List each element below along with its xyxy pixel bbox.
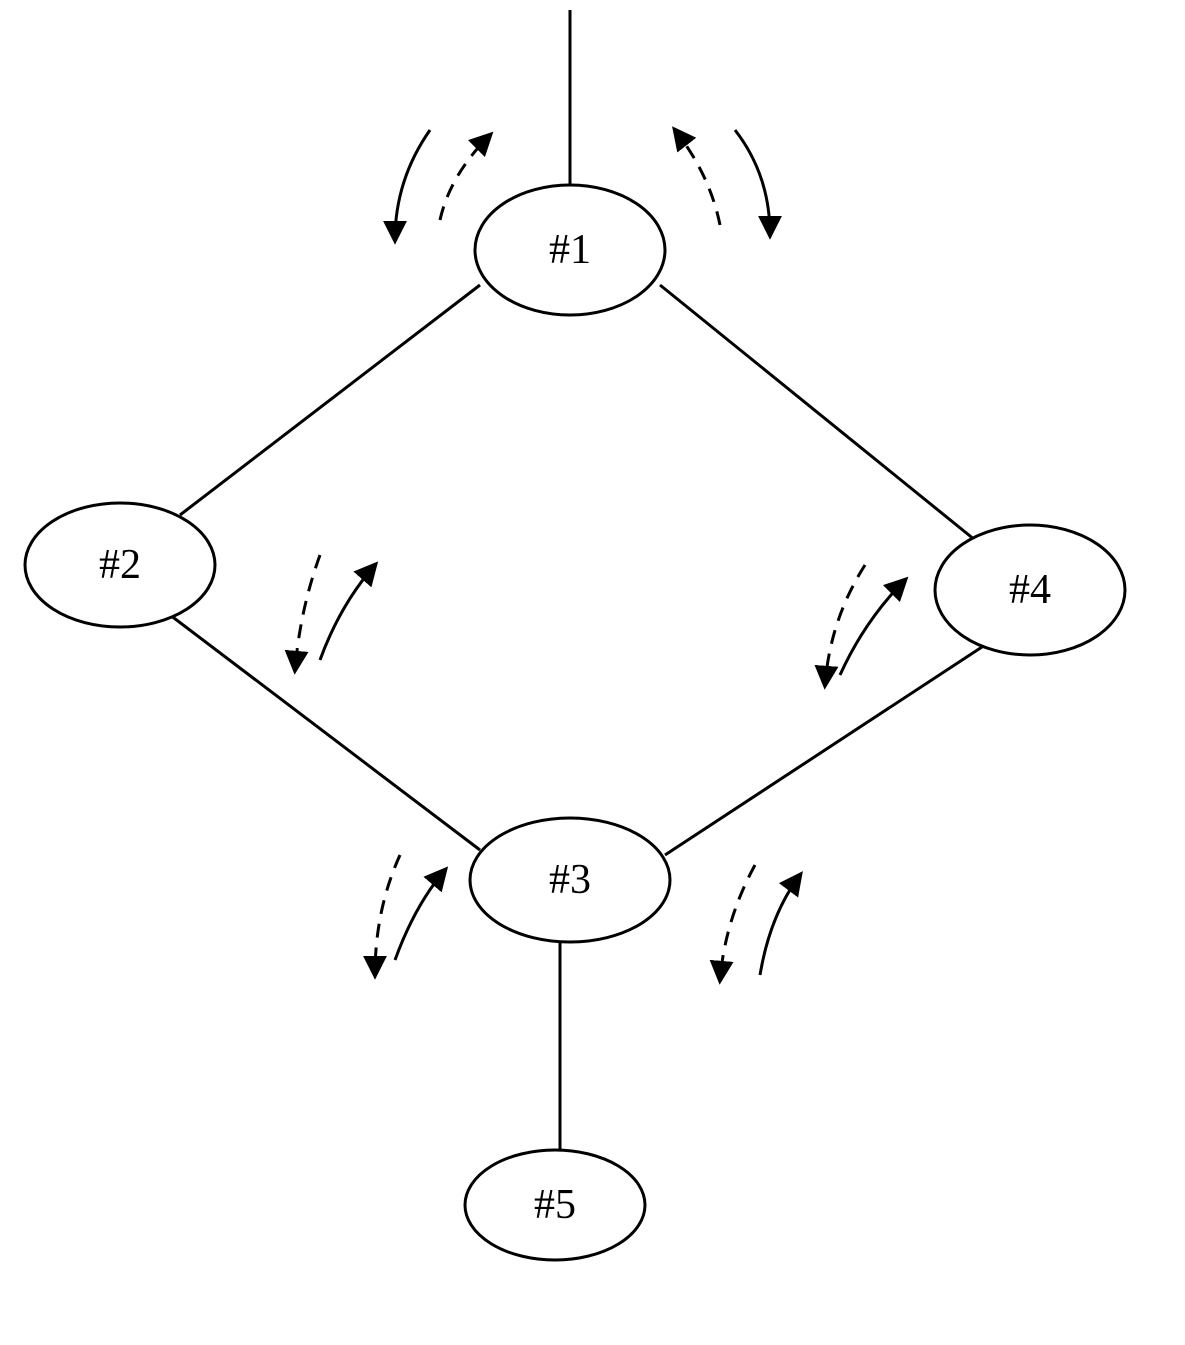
flow-arrow-dashed [295, 555, 320, 670]
node-label-n4: #4 [1009, 566, 1051, 614]
nodes-group [25, 185, 1125, 1260]
flow-arrow-solid [395, 870, 445, 960]
edge [665, 645, 985, 855]
diagram-svg [0, 0, 1185, 1345]
node-label-n1: #1 [549, 226, 591, 274]
flow-arrow-dashed [440, 135, 490, 220]
edge [660, 285, 975, 540]
edge [180, 285, 480, 515]
flow-arrow-solid [320, 565, 375, 660]
flow-arrow-solid [735, 130, 770, 235]
node-label-n2: #2 [99, 541, 141, 589]
edges-group [170, 10, 985, 1150]
flow-arrow-dashed [720, 865, 755, 980]
flow-arrow-dashed [675, 130, 720, 225]
flow-arrow-solid [760, 875, 800, 975]
flow-arrow-solid [395, 130, 430, 240]
node-label-n3: #3 [549, 856, 591, 904]
node-label-n5: #5 [534, 1181, 576, 1229]
